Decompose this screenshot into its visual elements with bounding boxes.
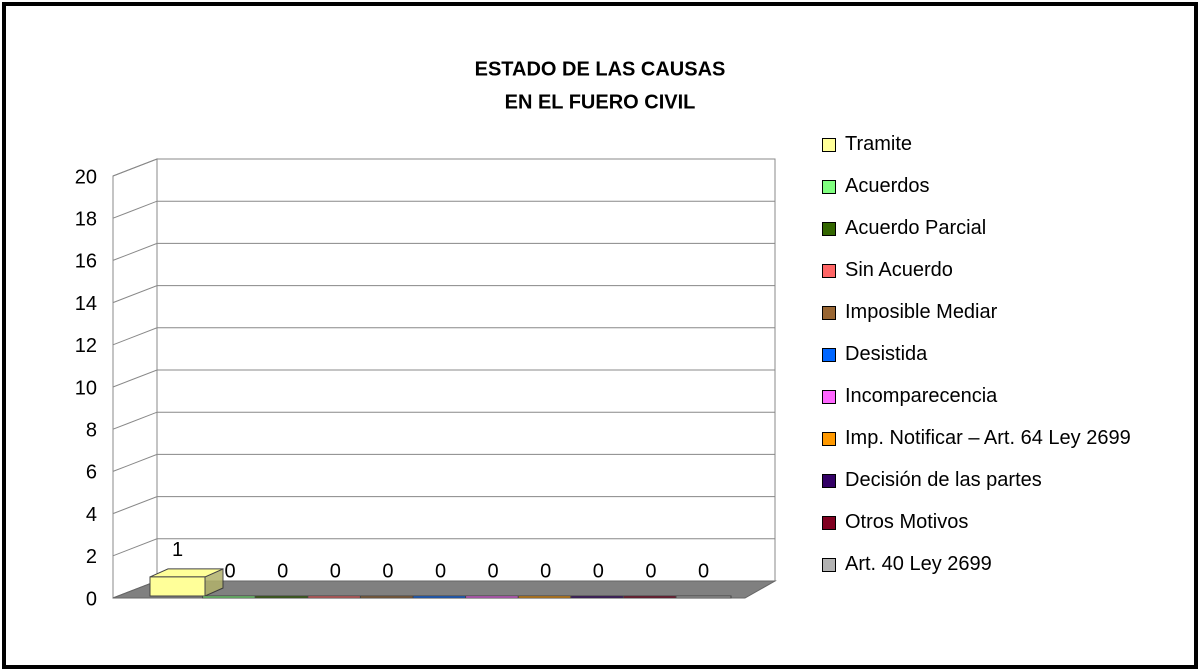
- data-label: 0: [330, 560, 341, 582]
- legend-label: Imposible Mediar: [845, 301, 998, 323]
- legend-label: Sin Acuerdo: [845, 259, 953, 281]
- legend-swatch: [822, 222, 836, 236]
- legend: Tramite Acuerdos Acuerdo Parcial Sin Acuerd…: [822, 130, 1165, 578]
- data-label: 0: [435, 560, 446, 582]
- legend-swatch: [822, 138, 836, 152]
- y-tick-label: 20: [75, 166, 97, 188]
- legend-item: Incomparecencia: [822, 382, 1165, 410]
- legend-item: Imposible Mediar: [822, 298, 1165, 326]
- legend-item: Desistida: [822, 340, 1165, 368]
- data-label: 0: [277, 560, 288, 582]
- y-tick-label: 6: [86, 462, 97, 484]
- bar: [517, 595, 574, 599]
- y-tick-label: 10: [75, 377, 97, 399]
- grid-line: [112, 411, 775, 430]
- legend-label: Incomparecencia: [845, 385, 998, 407]
- y-tick-label: 2: [86, 546, 97, 568]
- legend-item: Otros Motivos: [822, 508, 1165, 536]
- bar: [622, 595, 679, 599]
- legend-item: Acuerdo Parcial: [822, 214, 1165, 242]
- grid-line: [112, 369, 775, 388]
- y-tick-label: 12: [75, 335, 97, 357]
- legend-swatch: [822, 264, 836, 278]
- legend-swatch: [822, 348, 836, 362]
- bar: [359, 595, 416, 599]
- data-label: 0: [698, 560, 709, 582]
- legend-label: Acuerdo Parcial: [845, 217, 987, 239]
- legend-swatch: [822, 558, 836, 572]
- legend-item: Sin Acuerdo: [822, 256, 1165, 284]
- legend-label: Imp. Notificar – Art. 64 Ley 2699: [845, 427, 1131, 449]
- y-tick-label: 14: [75, 293, 97, 315]
- chart-title: EN EL FUERO CIVIL: [505, 91, 696, 113]
- legend-item: Decisión de las partes: [822, 466, 1165, 494]
- y-tick-label: 16: [75, 251, 97, 273]
- data-label: 0: [488, 560, 499, 582]
- legend-label: Art. 40 Ley 2699: [845, 553, 992, 575]
- data-label: 0: [382, 560, 393, 582]
- grid-line: [112, 496, 775, 515]
- y-tick-label: 18: [75, 208, 97, 230]
- grid-line: [112, 538, 775, 557]
- bar: [412, 595, 469, 599]
- legend-item: Acuerdos: [822, 172, 1165, 200]
- legend-swatch: [822, 432, 836, 446]
- legend-label: Tramite: [845, 133, 913, 155]
- grid-line: [112, 285, 775, 304]
- data-label: 0: [540, 560, 551, 582]
- bar: [254, 595, 311, 599]
- grid-line: [112, 453, 775, 472]
- data-label: 0: [225, 560, 236, 582]
- grid-line: [112, 327, 775, 346]
- legend-label: Decisión de las partes: [845, 469, 1042, 491]
- legend-swatch: [822, 516, 836, 530]
- legend-label: Desistida: [845, 343, 928, 365]
- data-label: 1: [172, 539, 183, 561]
- grid-line: [112, 242, 775, 261]
- bar: [307, 595, 364, 599]
- data-label: 0: [645, 560, 656, 582]
- y-tick-label: 8: [86, 419, 97, 441]
- legend-label: Otros Motivos: [845, 511, 969, 533]
- bar: [202, 595, 259, 599]
- grid-line: [112, 200, 775, 219]
- bar: [570, 595, 627, 599]
- legend-item: Art. 40 Ley 2699: [822, 550, 1165, 578]
- legend-swatch: [822, 390, 836, 404]
- legend-swatch: [822, 474, 836, 488]
- chart-title: ESTADO DE LAS CAUSAS: [475, 58, 726, 80]
- bar: [149, 576, 206, 597]
- y-tick-label: 4: [86, 504, 97, 526]
- legend-item: Imp. Notificar – Art. 64 Ley 2699: [822, 424, 1165, 452]
- grid-line: [112, 158, 775, 177]
- legend-item: Tramite: [822, 130, 1165, 158]
- bar: [465, 595, 522, 599]
- bar: [675, 595, 732, 599]
- data-label: 0: [593, 560, 604, 582]
- legend-swatch: [822, 180, 836, 194]
- y-tick-label: 0: [86, 588, 97, 610]
- legend-swatch: [822, 306, 836, 320]
- legend-label: Acuerdos: [845, 175, 930, 197]
